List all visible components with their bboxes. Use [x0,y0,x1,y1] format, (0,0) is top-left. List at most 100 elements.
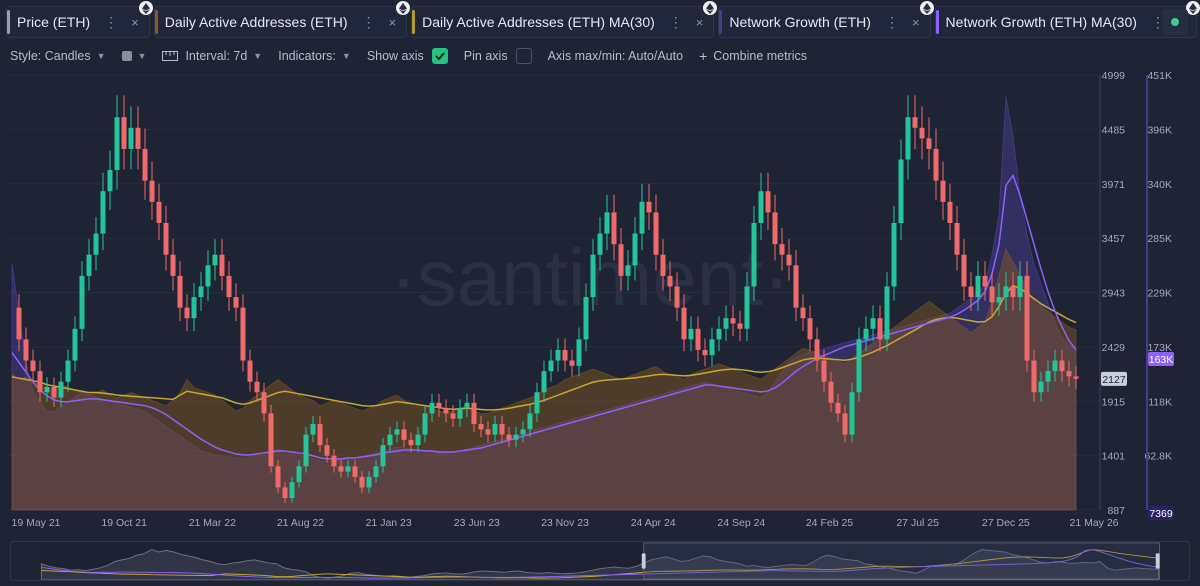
price-candle [79,275,85,329]
price-marker-label: 2127 [1102,374,1126,386]
price-candle [807,318,813,340]
price-candle [464,402,470,409]
price-candle [786,254,792,266]
price-candle [261,392,267,414]
price-candle [520,429,526,435]
metric-color-stripe [719,10,723,34]
combine-metrics-button[interactable]: + Combine metrics [699,48,807,64]
network-growth-tick-label: 118K [1148,396,1172,408]
price-tick-label: 887 [1107,505,1125,517]
indicators-dropdown[interactable]: Indicators: ▼ [278,49,351,63]
price-candle [884,286,890,340]
price-candle [366,476,372,488]
daily-active-addresses-area [11,247,1077,511]
interval-dropdown[interactable]: Interval: 7d ▼ [162,49,262,63]
axis-range-label: Axis max/min: Auto/Auto [547,49,684,63]
price-candle [1059,360,1065,372]
price-candle [660,254,666,276]
navigator-right-handle[interactable] [1155,553,1160,569]
price-candle [639,201,645,234]
color-dropdown[interactable]: ▼ [121,51,146,61]
show-axis-checkbox[interactable] [431,48,448,64]
metric-tab-daily-active-addresses[interactable]: Daily Active Addresses (ETH) ⋮ × [153,1,411,38]
x-tick-label: 21 Mar 22 [189,517,236,529]
price-candle [975,275,981,298]
network-growth-tick-label: 396K [1147,124,1172,136]
more-options-icon[interactable]: ⋮ [361,13,377,30]
price-candle [555,349,561,361]
show-axis-toggle[interactable]: Show axis [367,48,448,64]
price-candle [387,434,393,446]
close-icon[interactable]: × [388,14,397,30]
more-options-icon[interactable]: ⋮ [104,13,120,30]
price-candle [58,381,64,398]
x-tick-label: 24 Sep 24 [717,517,765,529]
price-candle [667,275,673,287]
more-options-icon[interactable]: ⋮ [668,13,684,30]
x-tick-label: 21 Aug 22 [277,517,324,529]
price-candle [191,297,197,319]
metric-tab-daily-active-addresses-ma30[interactable]: Daily Active Addresses (ETH) MA(30) ⋮ × [411,1,718,38]
pin-axis-toggle[interactable]: Pin axis [464,48,532,64]
metric-tab-network-growth-ma30[interactable]: Network Growth (ETH) MA(30) ⋮ × [934,1,1200,38]
status-toggle-button[interactable] [1162,9,1188,35]
price-candle [982,275,988,287]
price-candle [30,360,36,372]
metric-tab-label: Network Growth (ETH) MA(30) [945,14,1137,30]
price-candle [611,212,617,245]
price-candle [212,254,218,266]
price-candle [114,117,120,171]
price-marker: 2127 [1101,371,1127,386]
more-options-icon[interactable]: ⋮ [1150,13,1166,30]
metric-tab-label: Network Growth (ETH) [729,14,871,30]
range-navigator[interactable] [10,541,1190,581]
navigator-daa-ma30-series [41,549,1159,579]
close-icon[interactable]: × [131,14,139,30]
network-growth-marker-label: 163K [1149,354,1174,366]
price-candle [709,339,715,356]
price-candle [408,439,414,446]
close-icon[interactable]: × [695,14,704,30]
price-candle [793,265,799,308]
price-candle [373,466,379,477]
price-candle [527,413,533,430]
price-candle [723,318,729,329]
price-candle [93,233,99,255]
metric-tab-price[interactable]: Price (ETH) ⋮ × [6,1,153,38]
style-dropdown[interactable]: Style: Candles ▼ [10,49,106,63]
price-candle [737,323,743,329]
price-candle [513,434,519,440]
price-tick-label: 2943 [1102,288,1126,300]
price-candle [653,212,659,255]
ethereum-icon [396,1,411,15]
x-tick-label: 19 May 21 [11,517,60,529]
price-candles [16,95,1079,503]
price-candle [863,328,869,340]
price-candle [177,275,183,308]
more-options-icon[interactable]: ⋮ [884,13,900,30]
metric-tab-network-growth[interactable]: Network Growth (ETH) ⋮ × [718,1,934,38]
price-candle [548,360,554,372]
close-icon[interactable]: × [911,14,920,30]
price-candle [947,201,953,223]
price-candle [534,392,540,414]
price-candle [751,222,757,287]
chart-grid [8,74,1098,511]
x-tick-label: 21 Jan 23 [366,517,412,529]
main-chart[interactable]: ·santiment· 4999 4485 3971 3457 2943 2429 1915… [0,70,1200,530]
price-candle [226,275,232,298]
ethereum-icon [703,1,718,15]
navigator-selection[interactable] [643,542,1161,580]
price-candle [352,466,358,477]
price-candle [436,402,442,409]
navigator-left-handle[interactable] [641,553,646,569]
price-candle [170,254,176,276]
metric-color-stripe [935,10,939,34]
axis-range-dropdown[interactable]: Axis max/min: Auto/Auto [548,49,683,63]
pin-axis-checkbox[interactable] [515,48,532,64]
price-candle [1017,275,1023,298]
price-candle [492,423,498,435]
price-candle [828,381,834,403]
price-candle [618,244,624,276]
network-growth-marker: 163K [1148,352,1174,366]
